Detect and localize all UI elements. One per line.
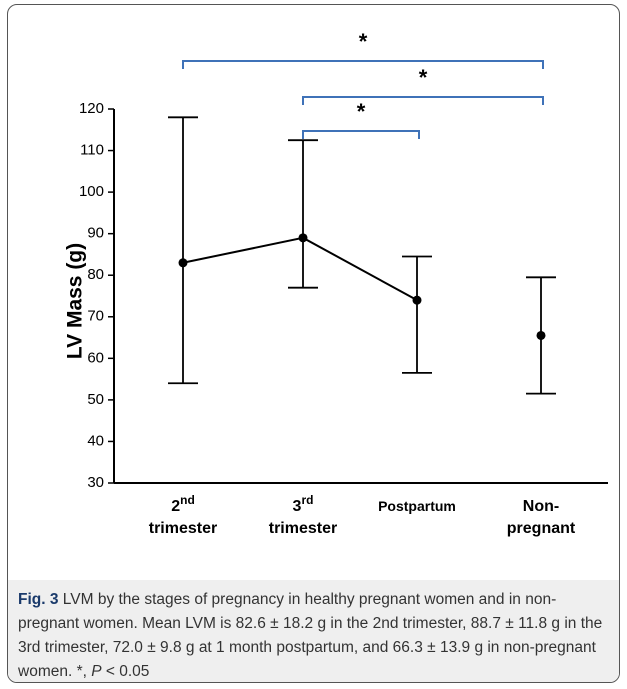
x-tick-label-main: Postpartum — [378, 498, 456, 514]
y-tick-label: 120 — [79, 100, 104, 117]
x-tick-label-line2: pregnant — [507, 520, 576, 537]
figure: LV Mass (g) 30 40 50 60 70 80 90 100 110 120 2nd tr… — [7, 4, 620, 683]
caption: Fig. 3 LVM by the stages of pregnancy in… — [8, 580, 619, 682]
y-tick-label: 40 — [87, 432, 104, 449]
x-tick-label-main: 2 — [171, 498, 180, 515]
x-tick-label-line2: trimester — [269, 520, 337, 537]
caption-text: LVM by the stages of pregnancy in health… — [18, 591, 603, 680]
point — [536, 330, 546, 340]
y-tick-label: 100 — [79, 183, 104, 200]
x-tick-label: 2nd — [171, 493, 195, 515]
x-tick-label: Postpartum — [378, 498, 456, 514]
y-tick-label: 90 — [87, 225, 104, 242]
y-tick-label: 30 — [87, 474, 104, 491]
x-tick-label-sup: nd — [180, 493, 195, 507]
caption-end: < 0.05 — [101, 663, 150, 680]
x-tick-label: 3rd — [293, 493, 314, 515]
significance-label: * — [357, 99, 366, 124]
x-tick-label-main: 3 — [293, 498, 302, 515]
line — [182, 236, 418, 302]
point — [298, 233, 308, 243]
x-tick-label-line2: trimester — [149, 520, 217, 537]
caption-label: Fig. 3 — [18, 591, 59, 608]
significance-bracket — [302, 130, 420, 139]
significance-label: * — [419, 65, 428, 90]
point — [412, 295, 422, 305]
x-tick-label-main: Non- — [523, 498, 559, 515]
x-tick-label: Non- — [523, 498, 559, 515]
x-tick-label-sup: rd — [301, 493, 313, 507]
y-tick-label: 50 — [87, 391, 104, 408]
y-tick-label: 70 — [87, 308, 104, 325]
y-tick-label: 110 — [80, 142, 104, 159]
y-tick-label: 80 — [87, 266, 104, 283]
y-axis-label: LV Mass (g) — [64, 243, 87, 359]
significance-label: * — [359, 29, 368, 54]
chart: LV Mass (g) 30 40 50 60 70 80 90 100 110 120 2nd tr… — [64, 29, 608, 537]
significance-bracket — [182, 60, 544, 69]
point — [178, 258, 188, 268]
significance-bracket — [302, 96, 544, 105]
caption-italic: P — [91, 663, 102, 680]
y-tick-label: 60 — [87, 349, 104, 366]
